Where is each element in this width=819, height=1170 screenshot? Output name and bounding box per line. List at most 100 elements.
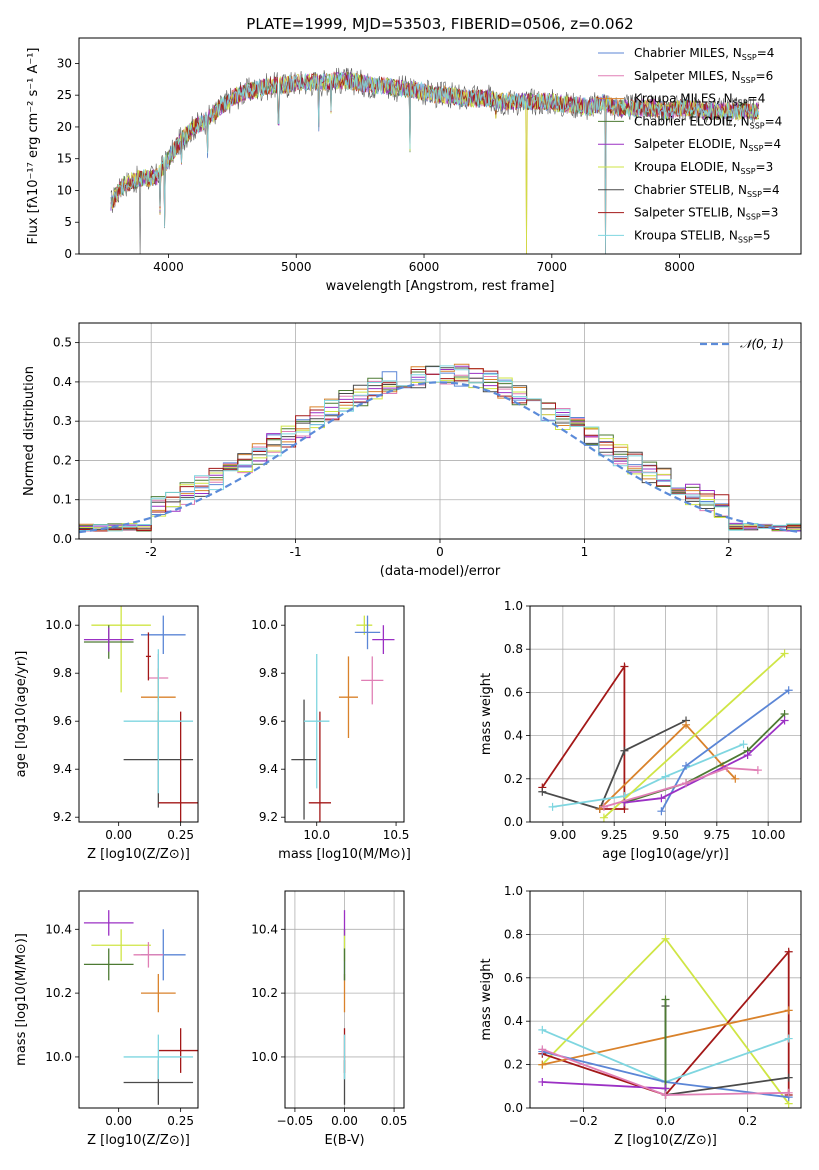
error-bar-point — [308, 711, 332, 822]
y-tick-label: 9.4 — [53, 762, 72, 776]
y-tick-label: 5 — [64, 215, 72, 229]
y-tick-label: 0.5 — [53, 336, 72, 350]
axes-frame — [78, 322, 802, 540]
y-tick-label: 10.0 — [251, 1050, 278, 1064]
y-tick-label: 0.0 — [504, 1101, 523, 1115]
mass-weight-marker — [731, 774, 740, 783]
x-tick-label: -2 — [145, 545, 157, 559]
residual-histogram — [79, 365, 801, 532]
y-tick-label: 0.4 — [504, 729, 523, 743]
axes-frame — [529, 890, 802, 1109]
mass-weight-marker — [753, 766, 762, 775]
mass-weight-marker — [661, 934, 670, 943]
y-tick-label: 1.0 — [504, 599, 523, 613]
y-axis-label: mass [log10(M/M⊙)] — [14, 933, 29, 1066]
mass-weight-marker — [661, 772, 670, 781]
mass-weight-line — [664, 1006, 789, 1097]
mass-weight-marker — [784, 686, 793, 695]
y-axis-label: mass weight — [479, 673, 494, 755]
x-tick-label: 0.25 — [167, 828, 194, 842]
mass-vs-ebv-plot: −0.05 0.00 0.05 10.0 10.2 10.4 E(B-V) — [251, 890, 407, 1148]
x-tick-label: 1 — [581, 545, 589, 559]
mass-weight-marker — [780, 716, 789, 725]
plot-area — [538, 649, 793, 822]
plot-area — [83, 910, 198, 1105]
mass-weight-line — [603, 652, 786, 819]
axes-frame — [78, 37, 802, 255]
mass-weight-marker — [595, 805, 604, 814]
mass-weight-marker — [538, 1060, 547, 1069]
y-axis-label: Normed distribution — [22, 366, 37, 496]
mass-weight-marker — [599, 802, 608, 811]
x-tick-label: 0.00 — [331, 1114, 358, 1128]
y-tick-label: 0.3 — [53, 414, 72, 428]
error-bar-point — [338, 656, 358, 738]
error-bar-point — [91, 929, 151, 962]
error-bar-point — [140, 973, 176, 1013]
x-tick-label: -1 — [290, 545, 302, 559]
y-tick-label: 10.2 — [251, 986, 278, 1000]
error-bar-point — [372, 625, 395, 654]
mass-weight-marker — [723, 764, 732, 772]
error-bar-point — [158, 1028, 198, 1073]
mass-weight-marker — [784, 1088, 793, 1097]
error-bar-point — [304, 654, 330, 789]
mass-vs-metallicity-plot: 0.00 0.25 10.0 10.2 10.4 Z [log10(Z/Z⊙)] mass … — [14, 890, 199, 1148]
x-tick-label: 2 — [725, 545, 733, 559]
y-tick-label: 9.8 — [259, 666, 278, 680]
mass-weight-marker — [784, 1034, 793, 1043]
x-tick-label: 10.0 — [303, 828, 330, 842]
spectrum-line — [110, 71, 760, 254]
error-bar-point — [356, 615, 373, 635]
axes-frame — [284, 605, 405, 823]
y-tick-label: 0.4 — [504, 1014, 523, 1028]
mass-weight-line — [599, 723, 736, 810]
mass-weight-marker — [682, 779, 691, 788]
mass-weight-marker — [548, 802, 557, 811]
legend-entry: Chabrier STELIB, NSSP=4 — [634, 183, 780, 199]
mass-weight-marker — [739, 740, 748, 749]
y-tick-label: 9.6 — [53, 714, 72, 728]
mass-weight-marker — [743, 751, 752, 760]
error-bar-point — [140, 615, 186, 654]
y-tick-label: 0.2 — [504, 772, 523, 786]
mass-weight-marker — [538, 1077, 547, 1086]
y-tick-label: 9.8 — [53, 666, 72, 680]
y-tick-label: 0.2 — [504, 1058, 523, 1072]
x-axis-label: age [log10(age/yr)] — [602, 847, 729, 862]
legend-entry: Chabrier MILES, NSSP=4 — [634, 46, 774, 62]
mass-weight-marker — [784, 1006, 793, 1015]
x-axis-label: Z [log10(Z/Z⊙)] — [87, 1133, 190, 1148]
mass-weight-line — [603, 767, 758, 808]
error-bar-point — [158, 711, 198, 822]
error-bar-point — [123, 1034, 194, 1080]
x-tick-label: 8000 — [664, 260, 695, 274]
figure-title: PLATE=1999, MJD=53503, FIBERID=0506, z=0… — [246, 15, 633, 33]
y-tick-label: 9.2 — [259, 810, 278, 824]
error-bar-point — [354, 615, 381, 650]
error-bar-point — [83, 627, 134, 652]
x-axis-label: Z [log10(Z/Z⊙)] — [614, 1133, 717, 1148]
spectrum-plot: 4000 5000 6000 7000 8000 0 5 10 15 20 25 30 waveleng… — [26, 37, 802, 294]
y-axis-label: mass weight — [479, 958, 494, 1040]
x-tick-label: 10.00 — [751, 828, 785, 842]
plot-area — [79, 363, 801, 534]
x-axis-label: E(B-V) — [324, 1133, 364, 1148]
mass-weight-marker — [538, 1025, 547, 1034]
plot-area — [110, 67, 760, 254]
y-tick-label: 0.0 — [504, 815, 523, 829]
mass-weight-marker — [661, 1090, 670, 1099]
x-axis-label: wavelength [Angstrom, rest frame] — [326, 279, 555, 294]
axes-frame — [529, 605, 802, 823]
y-tick-label: 0.6 — [504, 971, 523, 985]
x-tick-label: 0.25 — [167, 1114, 194, 1128]
y-tick-label: 0.0 — [53, 532, 72, 546]
error-bar-point — [83, 948, 134, 981]
error-bar-point — [123, 649, 194, 794]
mass-weight-marker — [780, 649, 789, 658]
y-tick-label: 10.2 — [45, 986, 72, 1000]
legend-entry: Kroupa ELODIE, NSSP=3 — [634, 160, 773, 176]
y-tick-label: 0.8 — [504, 642, 523, 656]
y-tick-label: 0.8 — [504, 927, 523, 941]
